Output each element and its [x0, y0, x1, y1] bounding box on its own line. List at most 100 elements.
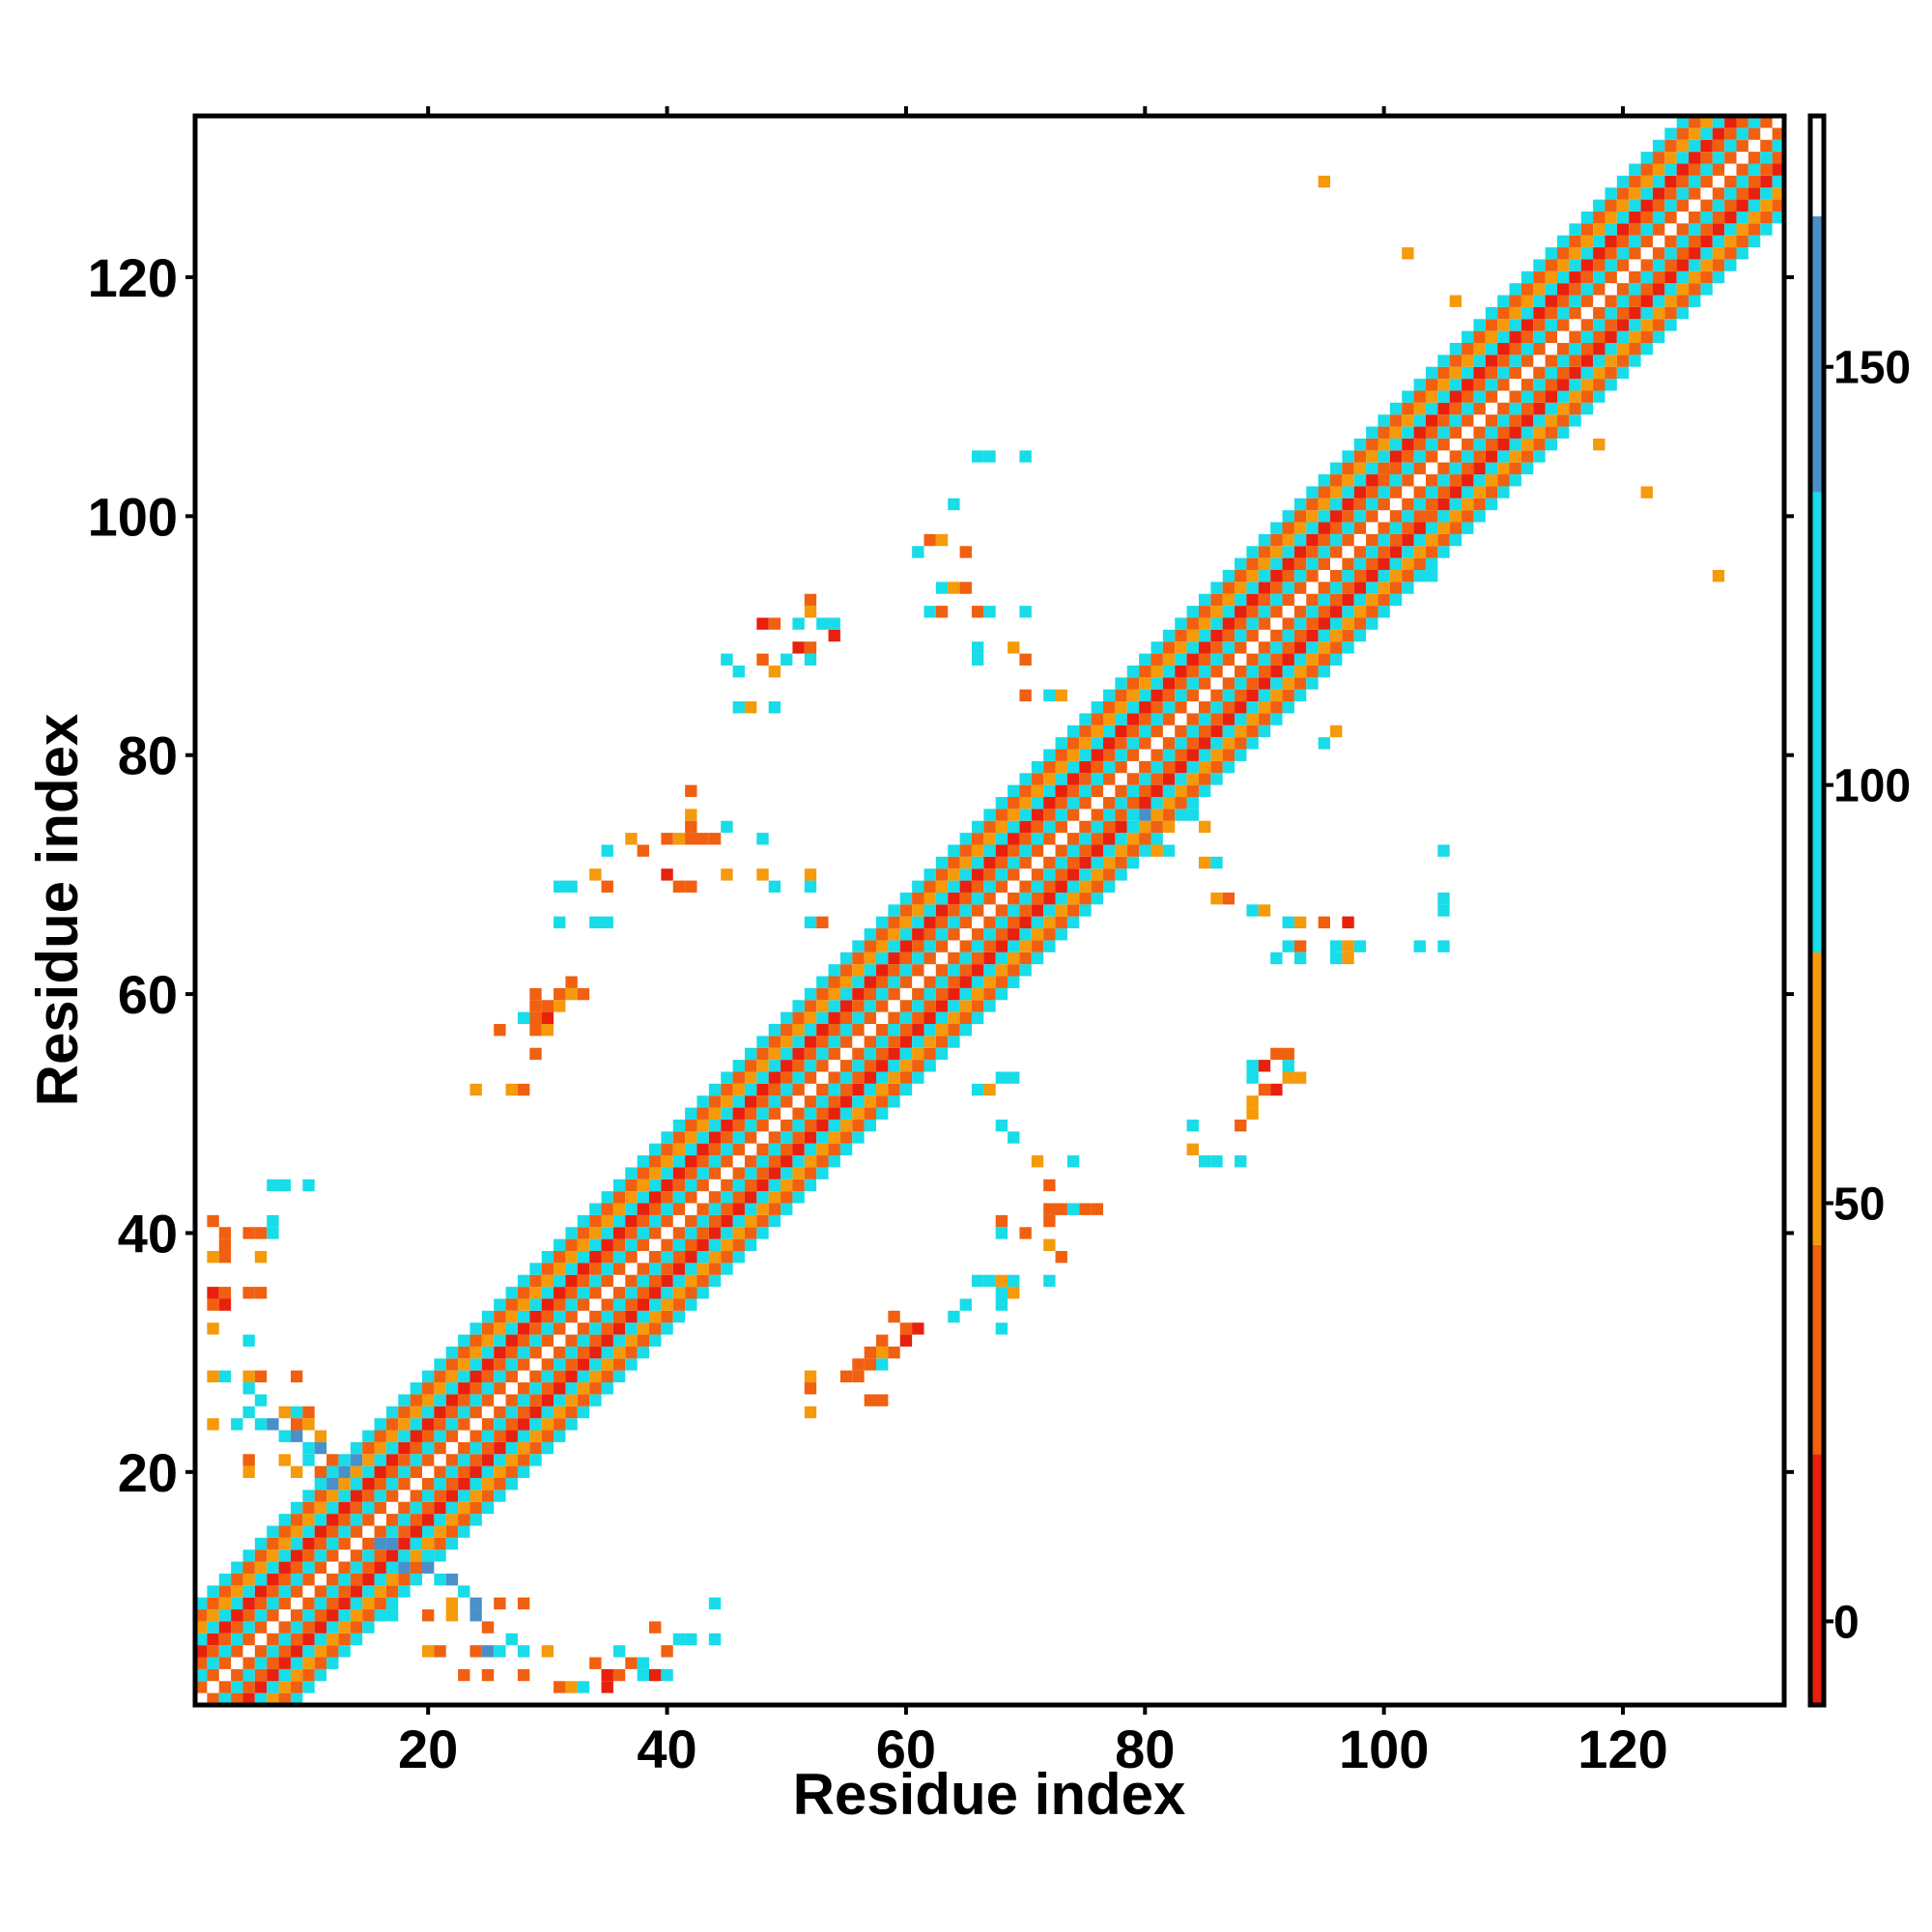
- heatmap-cell: [1139, 844, 1151, 857]
- heatmap-cell: [1437, 355, 1450, 367]
- heatmap-cell: [876, 1047, 889, 1061]
- heatmap-cell: [1091, 844, 1103, 857]
- heatmap-cell: [756, 1071, 769, 1084]
- heatmap-cell: [1545, 390, 1557, 403]
- heatmap-cell: [254, 1227, 268, 1239]
- heatmap-cell: [589, 1334, 602, 1347]
- heatmap-cell: [1151, 701, 1163, 714]
- heatmap-cell: [959, 1011, 972, 1024]
- heatmap-cell: [327, 1597, 339, 1610]
- heatmap-cell: [554, 1358, 566, 1371]
- heatmap-cell: [1342, 629, 1354, 642]
- heatmap-cell: [1008, 976, 1020, 988]
- heatmap-cell: [1186, 749, 1199, 761]
- heatmap-cell: [983, 987, 996, 1001]
- colorbar-tick-label: 150: [1833, 343, 1911, 394]
- heatmap-cell: [445, 1370, 459, 1383]
- heatmap-cell: [1366, 497, 1378, 511]
- heatmap-cell: [828, 629, 840, 642]
- heatmap-cell: [1258, 593, 1271, 607]
- heatmap-cell: [494, 1490, 506, 1502]
- heatmap-cell: [458, 1370, 470, 1383]
- heatmap-cell: [1008, 868, 1020, 881]
- heatmap-cell: [577, 1358, 590, 1371]
- heatmap-cell: [350, 1454, 363, 1466]
- heatmap-cell: [1258, 713, 1271, 725]
- heatmap-cell: [1186, 784, 1199, 797]
- heatmap-cell: [1580, 235, 1594, 248]
- heatmap-cell: [1066, 784, 1080, 797]
- heatmap-cell: [768, 1107, 781, 1120]
- heatmap-cell: [923, 880, 936, 893]
- heatmap-cell: [1270, 629, 1283, 642]
- heatmap-cell: [1629, 211, 1641, 224]
- heatmap-cell: [995, 976, 1009, 988]
- heatmap-cell: [374, 1609, 386, 1622]
- heatmap-cell: [1557, 259, 1570, 271]
- heatmap-cell: [995, 1119, 1009, 1132]
- heatmap-cell: [1449, 402, 1463, 415]
- heatmap-cell: [422, 1382, 435, 1395]
- heatmap-cell: [1664, 199, 1677, 212]
- heatmap-cell: [756, 1191, 769, 1204]
- heatmap-cell: [1700, 270, 1713, 284]
- heatmap-cell: [517, 1011, 530, 1024]
- heatmap-cell: [1413, 462, 1426, 475]
- heatmap-cell: [1389, 510, 1403, 523]
- heatmap-cell: [541, 1394, 554, 1406]
- heatmap-cell: [338, 1609, 351, 1622]
- heatmap-cell: [1593, 366, 1605, 380]
- heatmap-cell: [839, 964, 853, 977]
- heatmap-cell: [1545, 247, 1557, 260]
- heatmap-cell: [1437, 892, 1450, 905]
- heatmap-cell: [1760, 152, 1773, 164]
- heatmap-cell: [242, 1406, 255, 1419]
- heatmap-cell: [1557, 379, 1570, 391]
- heatmap-cell: [541, 1274, 554, 1288]
- heatmap-cell: [481, 1382, 495, 1395]
- heatmap-cell: [1545, 366, 1557, 380]
- heatmap-cell: [983, 868, 996, 881]
- heatmap-cell: [577, 1370, 590, 1383]
- heatmap-cell: [839, 1107, 853, 1120]
- heatmap-cell: [1079, 880, 1092, 893]
- heatmap-cell: [1676, 247, 1690, 260]
- heatmap-cell: [732, 1131, 745, 1144]
- heatmap-cell: [1270, 570, 1283, 582]
- heatmap-cell: [362, 1465, 375, 1478]
- plot-frame: [192, 113, 1787, 1708]
- heatmap-cell: [242, 1597, 255, 1610]
- heatmap-cell: [302, 1573, 315, 1586]
- heatmap-cell: [1019, 689, 1032, 702]
- heatmap-cell: [410, 1549, 422, 1562]
- heatmap-cell: [792, 1024, 805, 1037]
- heatmap-cell: [804, 1071, 817, 1084]
- heatmap-cell: [1342, 593, 1354, 607]
- heatmap-cell: [1497, 438, 1510, 451]
- heatmap-cell: [231, 1668, 243, 1682]
- heatmap-cell: [1293, 665, 1307, 678]
- heatmap-cell: [612, 1179, 626, 1192]
- heatmap-cell: [971, 1000, 984, 1012]
- heatmap-cell: [1019, 1227, 1032, 1239]
- heatmap-cell: [1580, 223, 1594, 236]
- heatmap-cell: [469, 1346, 482, 1359]
- heatmap-cell: [708, 833, 722, 845]
- heatmap-cell: [637, 1334, 649, 1347]
- heatmap-cell: [1318, 533, 1330, 547]
- heatmap-cell: [1664, 270, 1677, 284]
- heatmap-cell: [983, 940, 996, 952]
- heatmap-cell: [1066, 868, 1080, 881]
- heatmap-cell: [1640, 235, 1653, 248]
- heatmap-cell: [469, 1358, 482, 1371]
- heatmap-cell: [1605, 187, 1617, 200]
- heatmap-cell: [1175, 737, 1187, 750]
- heatmap-cell: [422, 1514, 435, 1526]
- heatmap-cell: [1593, 319, 1605, 331]
- x-axis-title: Residue index: [793, 1762, 1186, 1827]
- heatmap-cell: [983, 880, 996, 893]
- heatmap-cell: [1126, 833, 1140, 845]
- heatmap-cell: [1008, 916, 1020, 929]
- heatmap-cell: [672, 1131, 686, 1144]
- heatmap-cell: [732, 1167, 745, 1179]
